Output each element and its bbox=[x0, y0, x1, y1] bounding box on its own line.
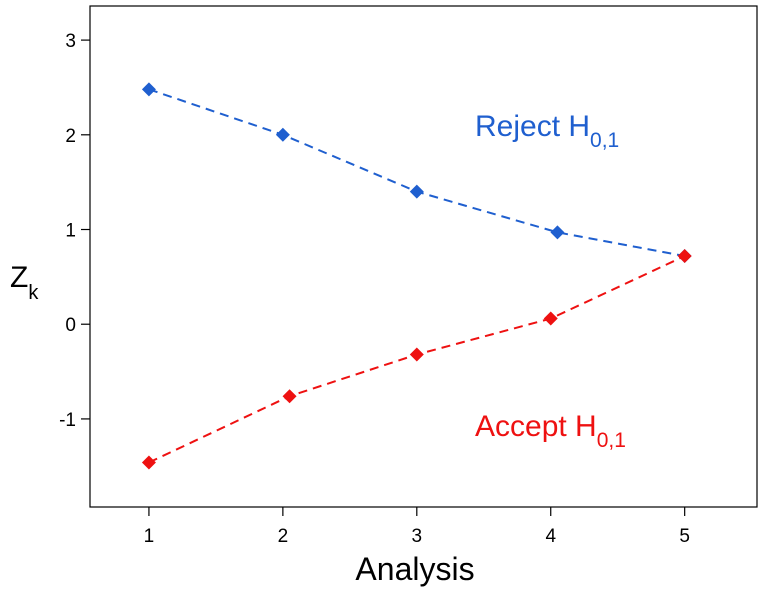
y-axis-title-sub: k bbox=[28, 282, 39, 304]
annotation-main: Reject H bbox=[475, 110, 590, 143]
data-point bbox=[409, 184, 424, 199]
annotation-main: Accept H bbox=[475, 410, 597, 443]
y-tick-label: 3 bbox=[65, 31, 76, 52]
x-tick-label: 3 bbox=[412, 526, 423, 547]
data-point bbox=[282, 389, 297, 404]
series-line bbox=[148, 88, 685, 258]
y-axis-title: Zk bbox=[10, 261, 39, 304]
data-point bbox=[141, 455, 156, 470]
x-axis-title: Analysis bbox=[355, 551, 474, 587]
data-point bbox=[543, 311, 558, 326]
y-tick-label: 2 bbox=[65, 126, 76, 147]
data-point bbox=[550, 225, 565, 240]
data-point bbox=[677, 249, 692, 264]
x-tick-label: 5 bbox=[679, 526, 690, 547]
annotation-sub: 0,1 bbox=[597, 429, 626, 452]
annotation: Reject H0,1 bbox=[475, 110, 619, 152]
y-tick-label: -1 bbox=[59, 410, 76, 431]
plot-frame bbox=[89, 5, 758, 508]
annotation-sub: 0,1 bbox=[590, 129, 619, 152]
data-point bbox=[409, 347, 424, 362]
y-tick-label: 0 bbox=[65, 315, 76, 336]
data-point bbox=[275, 127, 290, 142]
x-tick-label: 4 bbox=[545, 526, 556, 547]
data-point bbox=[141, 82, 156, 97]
annotation: Accept H0,1 bbox=[475, 410, 626, 452]
x-tick-label: 1 bbox=[144, 526, 155, 547]
y-tick-label: 1 bbox=[65, 221, 76, 242]
y-axis-title-main: Z bbox=[10, 261, 28, 294]
x-tick-label: 2 bbox=[278, 526, 289, 547]
